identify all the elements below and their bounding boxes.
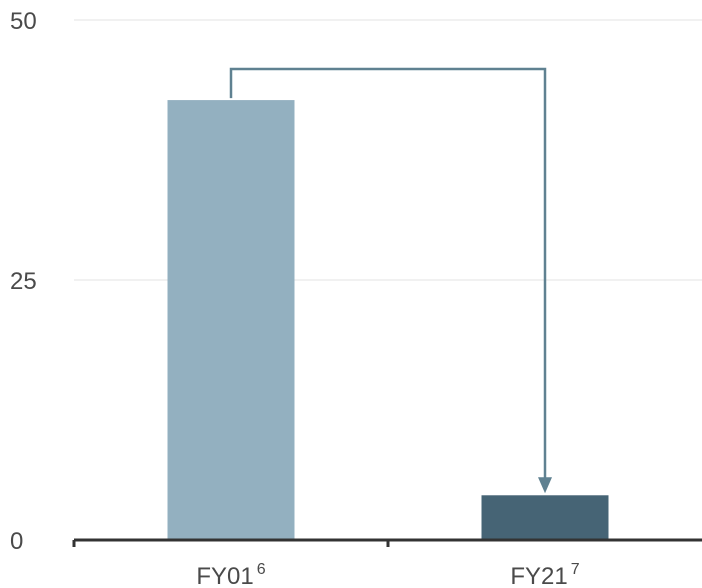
x-axis: FY01 6 FY21 7 — [72, 538, 702, 588]
x-tick-label: FY01 6 — [196, 561, 265, 588]
y-axis-ticks: 0 25 50 — [10, 8, 37, 555]
bar-fy01 — [167, 100, 295, 540]
y-tick-label: 25 — [10, 268, 37, 295]
bar-fy21 — [481, 495, 609, 540]
change-bracket-line — [229, 67, 547, 480]
change-annotation — [229, 67, 552, 494]
y-tick-label: 50 — [10, 8, 37, 35]
arrowhead-icon — [538, 477, 552, 494]
y-tick-label: 0 — [10, 528, 23, 555]
x-tick-label: FY21 7 — [510, 561, 579, 588]
bars — [167, 100, 609, 540]
